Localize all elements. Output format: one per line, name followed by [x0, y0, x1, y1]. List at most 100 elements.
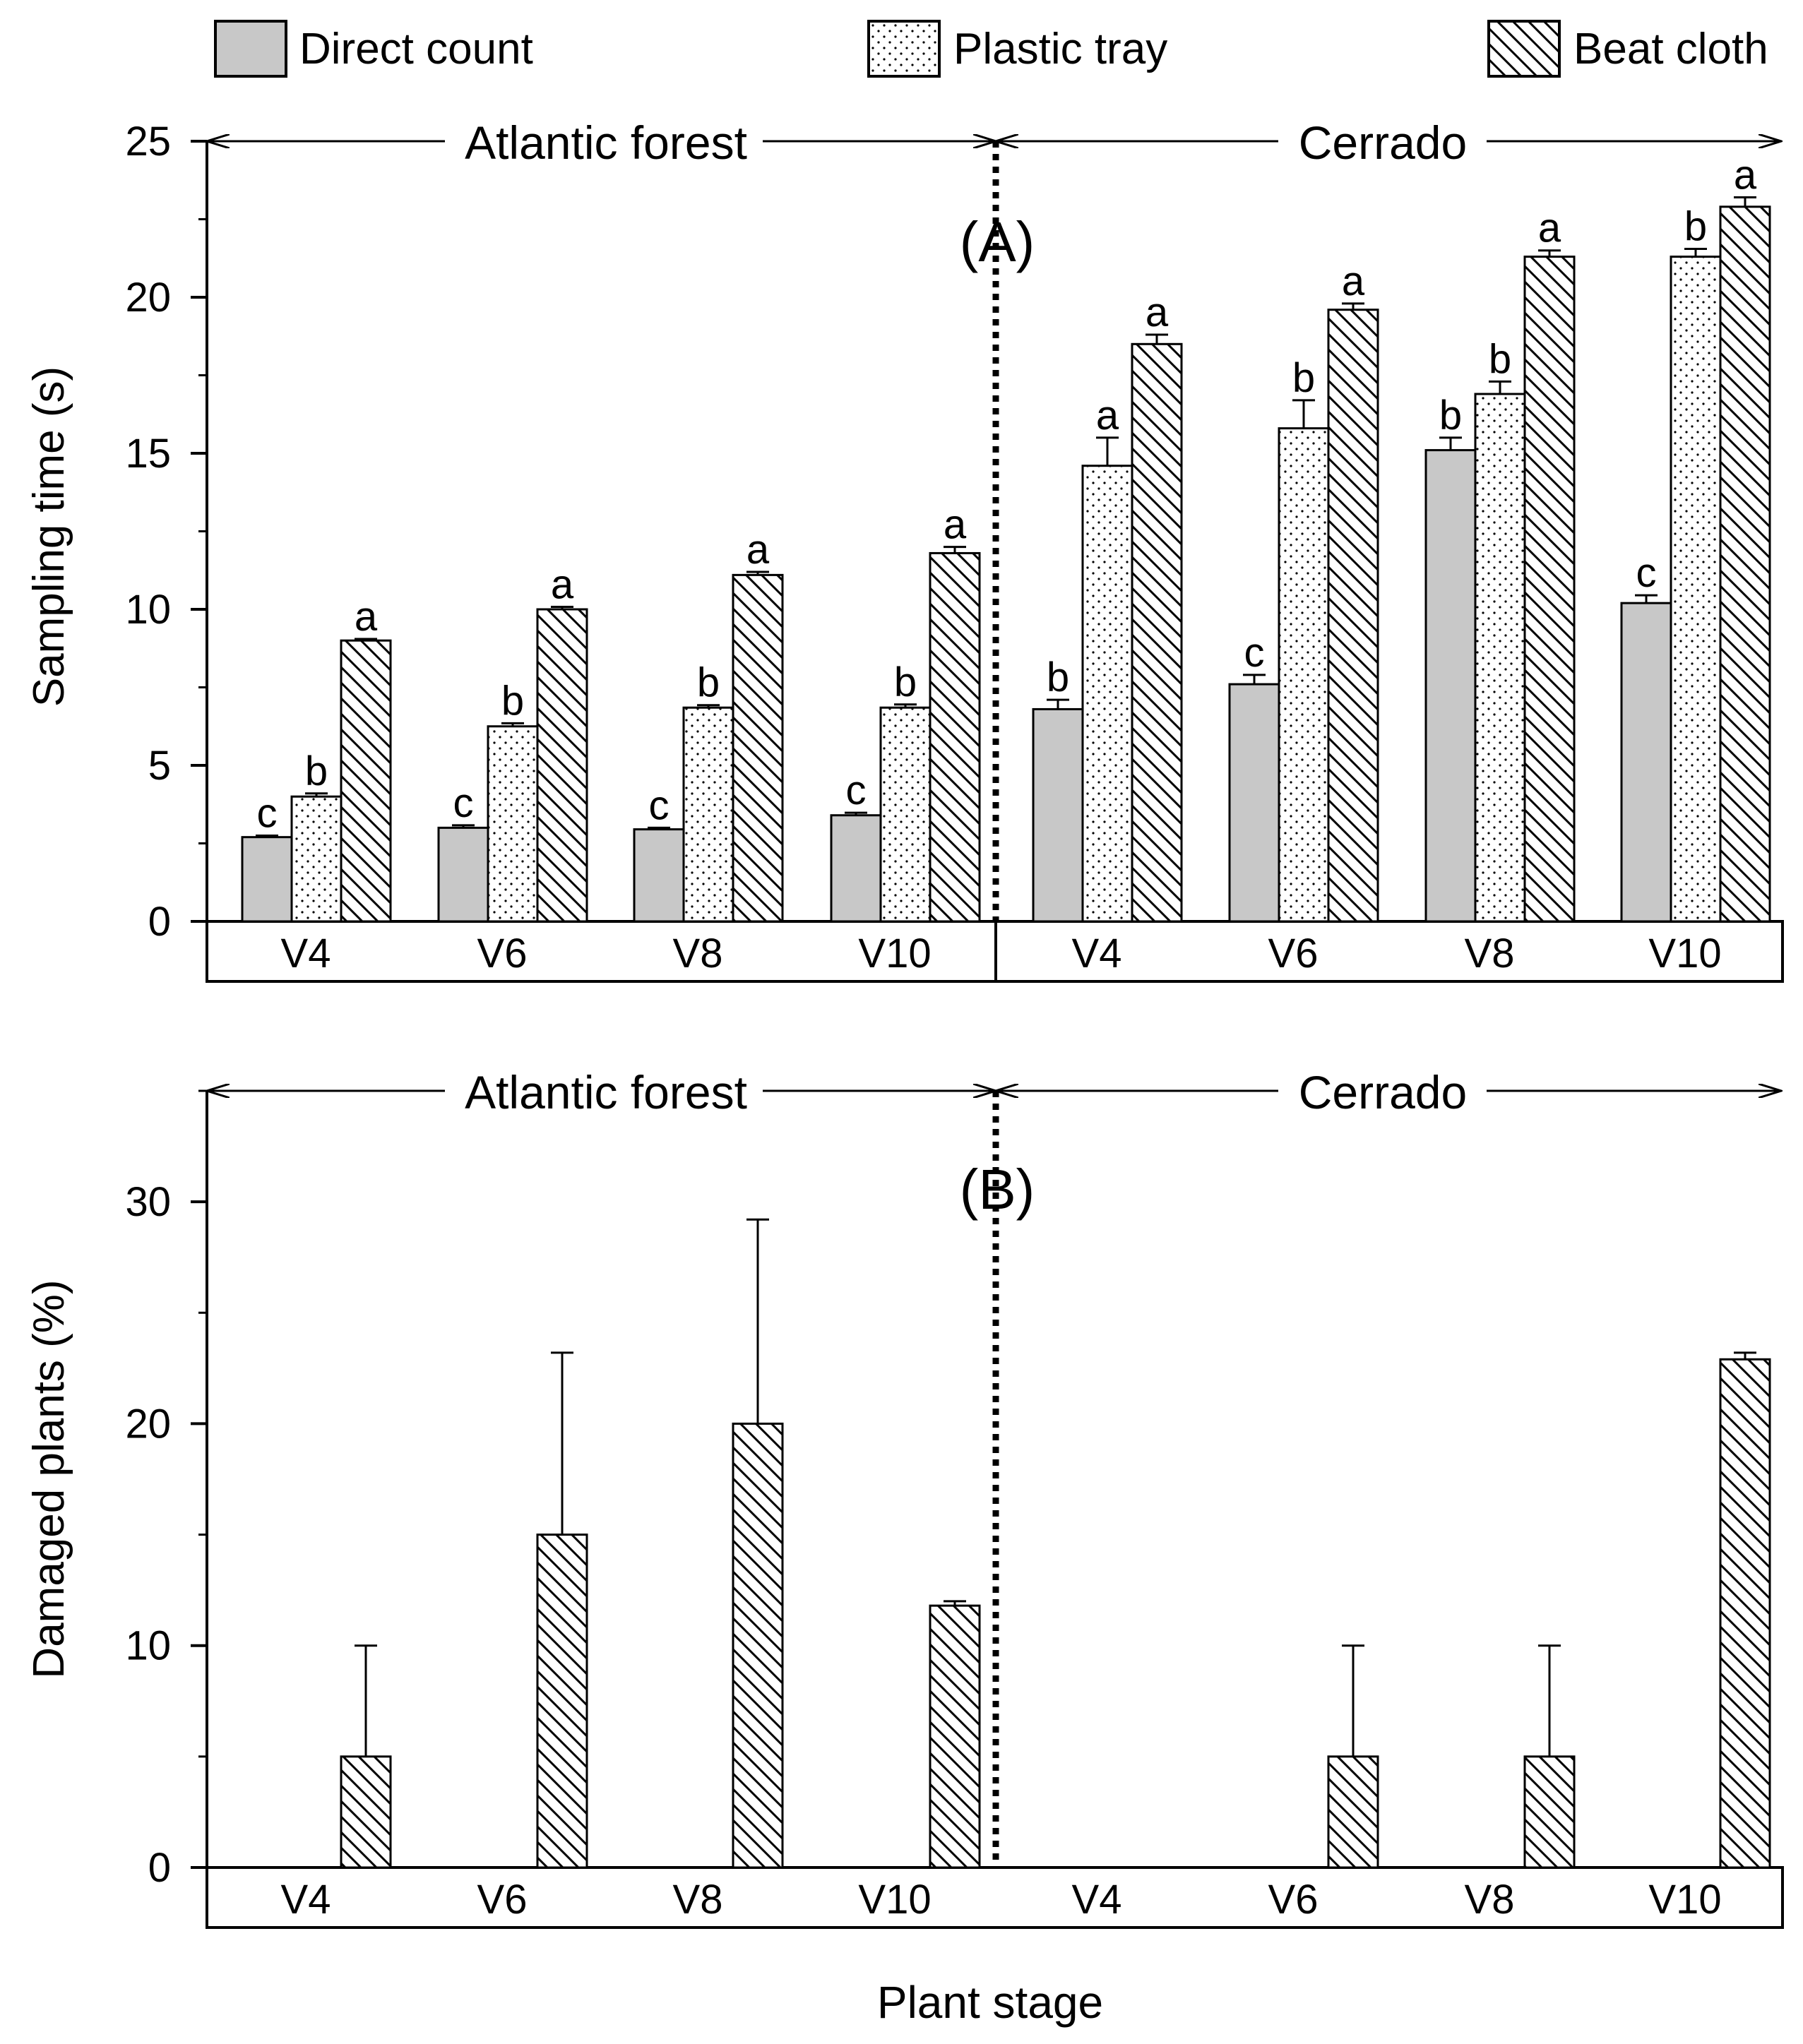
panel-a-bar-plastic-tray	[487, 725, 539, 923]
panel-a-category-label: V10	[1648, 931, 1721, 976]
panel-b-category-label: V8	[1465, 1877, 1515, 1923]
panel-a-bar-direct-count	[1424, 449, 1477, 923]
panel-b-bar-beat-cloth	[1523, 1755, 1576, 1869]
x-axis-label: Plant stage	[877, 1977, 1103, 2028]
panel-a-significance-letter: b	[501, 678, 524, 724]
panel-a-significance-letter: b	[1439, 393, 1462, 438]
legend-swatch-direct-count	[214, 20, 287, 78]
panel-b-bar-beat-cloth	[536, 1534, 588, 1869]
panel-b-category-label: V6	[1268, 1877, 1319, 1923]
legend-swatch-beat-cloth	[1487, 20, 1561, 78]
panel-a-significance-letter: b	[1684, 203, 1707, 249]
panel-b-category-box	[206, 1866, 1784, 1929]
panel-a-significance-letter: a	[746, 527, 770, 573]
panel-a-region-arrows: Atlantic forest Cerrado	[207, 116, 1781, 169]
panel-b-y-tick-label: 10	[125, 1623, 171, 1669]
panel-a-bar-beat-cloth	[1523, 256, 1576, 923]
panel-b-label: (B)	[960, 1158, 1035, 1221]
panel-a-significance-letter: a	[551, 561, 574, 607]
legend-swatch-plastic-tray	[867, 20, 941, 78]
panel-a-significance-letter: a	[1342, 258, 1365, 304]
panel-a-bar-beat-cloth	[1131, 342, 1183, 923]
panel-a-category-label: V4	[281, 931, 331, 976]
legend-label-direct-count: Direct count	[299, 25, 533, 73]
panel-b-y-tick-label: 20	[125, 1401, 171, 1447]
panel-a-significance-letter: c	[846, 767, 867, 813]
panel-a-significance-letter: a	[1146, 289, 1169, 335]
legend-item-beat-cloth: Beat cloth	[1487, 20, 1768, 78]
panel-a-y-tick-label: 10	[125, 587, 171, 633]
panel-a-bar-beat-cloth	[536, 608, 588, 923]
panel-a-category-label: V6	[477, 931, 528, 976]
panel-b-bar-beat-cloth	[1719, 1358, 1771, 1869]
panel-b-bar-beat-cloth	[732, 1422, 784, 1869]
panel-a-category-label: V6	[1268, 931, 1319, 976]
panel-b-bars	[340, 1218, 1771, 1869]
panel-b-category-labels: V4 V6 V8 V10 V4 V6 V8 V10	[281, 1877, 1722, 1923]
panel-a-significance-letter: a	[1096, 393, 1119, 438]
panel-a-bar-plastic-tray	[1670, 256, 1722, 923]
panel-b-bar-beat-cloth	[1327, 1755, 1379, 1869]
panel-a-significance-letter: c	[453, 780, 474, 826]
panel-a-significance-letter: b	[1047, 655, 1069, 700]
panel-a-region-label-atlantic: Atlantic forest	[465, 116, 747, 169]
panel-a-bar-beat-cloth	[340, 639, 392, 923]
panel-a-bar-beat-cloth	[1327, 309, 1379, 923]
panel-a-category-label: V4	[1072, 931, 1122, 976]
panel-b-category-label: V10	[1648, 1877, 1721, 1923]
panel-a-bar-direct-count	[830, 814, 882, 923]
panel-a-bar-direct-count	[241, 836, 293, 923]
panel-b-category-label: V4	[1072, 1877, 1122, 1923]
panel-b-region-label-cerrado: Cerrado	[1299, 1066, 1467, 1118]
panel-b: Damaged plants (%) 0 10 20 30 V4 V6 V8 V10 V4 V6…	[25, 1066, 1784, 1929]
panel-a-bar-direct-count	[1032, 707, 1084, 923]
panel-b-category-label: V6	[477, 1877, 528, 1923]
panel-a-bar-plastic-tray	[1278, 427, 1330, 923]
panel-a-y-tick-label: 25	[125, 119, 171, 165]
legend-label-beat-cloth: Beat cloth	[1573, 25, 1768, 73]
panel-a-significance-letter: a	[1538, 205, 1561, 251]
panel-a-significance-letter: b	[1489, 336, 1511, 382]
panel-a-significance-letter: a	[355, 594, 378, 640]
panel-a-bar-beat-cloth	[1719, 205, 1771, 923]
panel-a-y-axis-label: Sampling time (s)	[25, 366, 73, 707]
panel-a-significance-letter: c	[257, 790, 278, 836]
panel-a-bar-direct-count	[633, 828, 685, 923]
panel-a-bar-direct-count	[1620, 602, 1672, 923]
panel-a-y-tick-label: 20	[125, 275, 171, 321]
legend-item-plastic-tray: Plastic tray	[867, 20, 1167, 78]
panel-b-bar-beat-cloth	[340, 1755, 392, 1869]
panel-a-bar-beat-cloth	[732, 573, 784, 923]
panel-a-bar-plastic-tray	[1081, 465, 1133, 923]
panel-b-y-axis-label: Damaged plants (%)	[25, 1279, 73, 1678]
panel-a-category-labels: V4 V6 V8 V10 V4 V6 V8 V10	[281, 931, 1722, 976]
panel-a-significance-letter: b	[1292, 355, 1315, 401]
panel-b-region-arrows: Atlantic forest Cerrado	[207, 1066, 1781, 1118]
panel-b-category-label: V8	[673, 1877, 723, 1923]
panel-b-category-label: V4	[281, 1877, 331, 1923]
panel-b-region-label-atlantic: Atlantic forest	[465, 1066, 747, 1118]
panel-a-category-label: V8	[1465, 931, 1515, 976]
panel-a-significance-letter: c	[1636, 550, 1657, 596]
panel-a-significance-letter: c	[649, 782, 670, 828]
panel-a-bar-plastic-tray	[290, 795, 343, 923]
panel-b-y-tick-label: 30	[125, 1179, 171, 1225]
panel-b-y-tick-label: 0	[148, 1845, 171, 1891]
panel-b-bar-beat-cloth	[929, 1604, 981, 1869]
panel-a-category-label: V8	[673, 931, 723, 976]
panel-a-bar-direct-count	[1228, 683, 1280, 923]
legend-item-direct-count: Direct count	[214, 20, 533, 78]
panel-a-bar-plastic-tray	[682, 706, 734, 923]
legend: Direct count Plastic tray Beat cloth	[214, 20, 1768, 78]
panel-a-region-label-cerrado: Cerrado	[1299, 116, 1467, 169]
panel-a-ticks: 0 5 10 15 20 25	[125, 119, 207, 945]
panel-a-label: (A)	[960, 210, 1035, 273]
panel-a-significance-letter: b	[697, 660, 720, 706]
panel-a-y-tick-label: 0	[148, 899, 171, 945]
panel-a-significance-letter: b	[894, 659, 917, 705]
panel-a-significance-letter: a	[944, 502, 967, 548]
panel-a-bar-beat-cloth	[929, 551, 981, 923]
